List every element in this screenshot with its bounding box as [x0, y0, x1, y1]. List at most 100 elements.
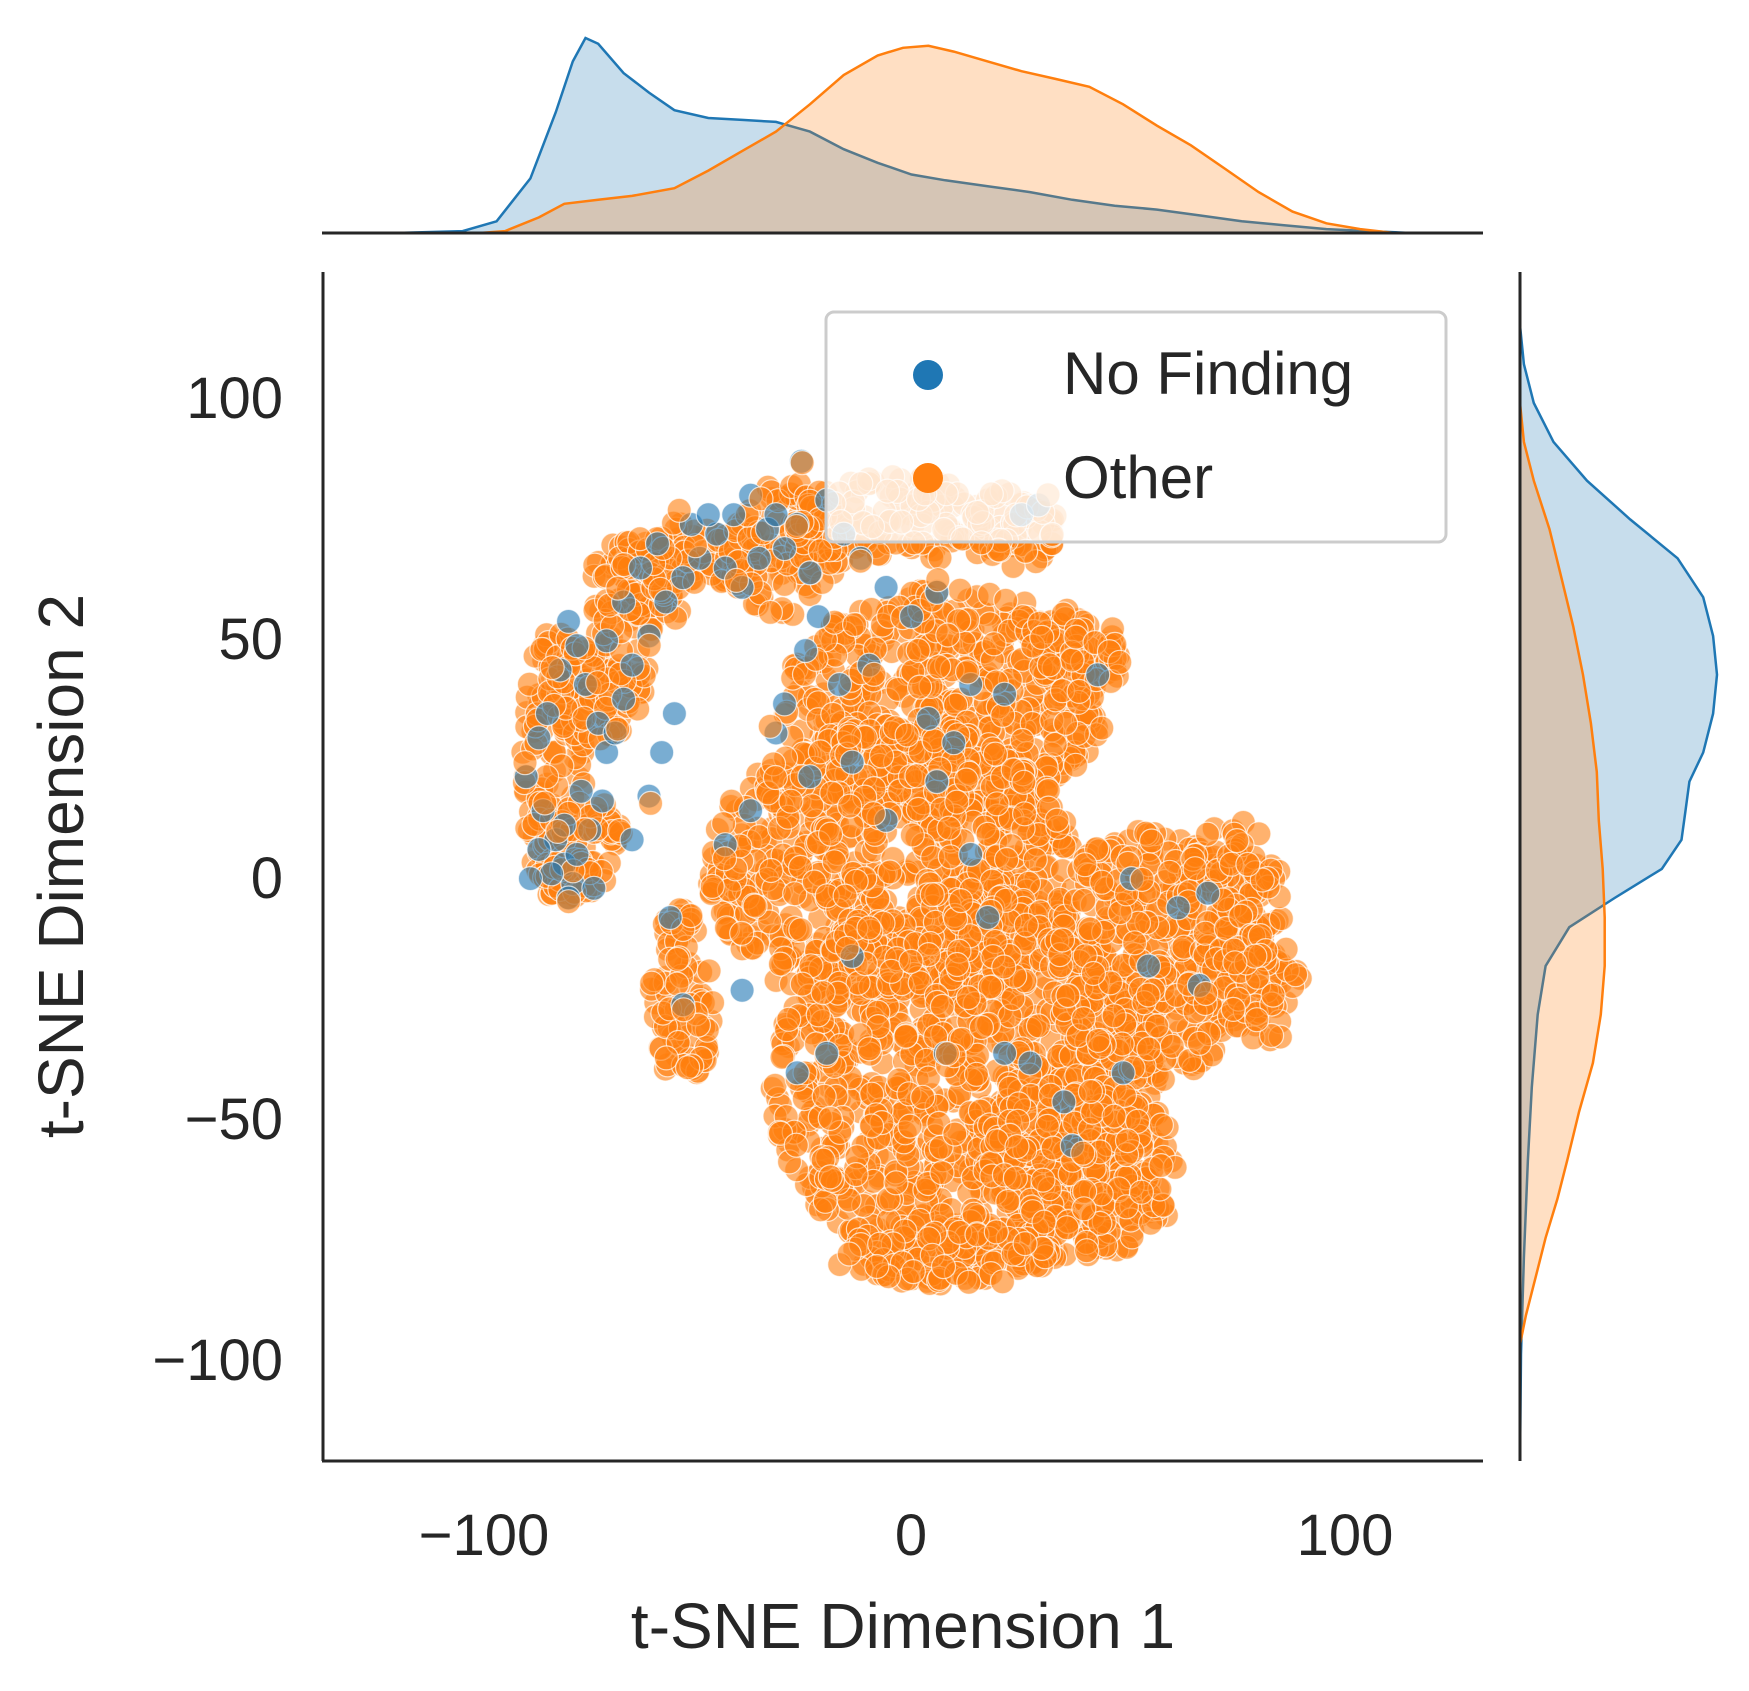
scatter-point-no-finding	[568, 778, 594, 804]
scatter-point-other	[995, 1188, 1021, 1215]
scatter-point-other	[929, 993, 956, 1020]
y-tick-label: −100	[152, 1328, 283, 1393]
scatter-point-no-finding	[534, 700, 561, 727]
scatter-point-other	[836, 793, 863, 819]
scatter-point-other	[807, 739, 833, 765]
scatter-point-no-finding	[695, 502, 721, 528]
scatter-point-other	[1101, 1003, 1127, 1029]
scatter-point-other	[936, 815, 962, 841]
scatter-point-no-finding	[670, 565, 696, 591]
scatter-point-no-finding	[1017, 1050, 1043, 1076]
scatter-point-no-finding	[610, 686, 637, 712]
scatter-point-other	[864, 1253, 890, 1280]
scatter-point-no-finding	[1085, 662, 1111, 688]
scatter-point-no-finding	[737, 798, 764, 824]
scatter-point-other	[1268, 905, 1295, 932]
scatter-point-other	[948, 887, 974, 914]
scatter-point-other	[1070, 1140, 1096, 1166]
scatter-point-other	[811, 1083, 837, 1109]
scatter-point-other	[1085, 1027, 1111, 1054]
scatter-point-other	[666, 497, 692, 523]
scatter-point-other	[807, 538, 833, 564]
kde-y-other-area	[1520, 403, 1605, 1345]
scatter-point-other	[1073, 1238, 1100, 1264]
scatter-point-other	[883, 1170, 909, 1196]
scatter-point-other	[1055, 982, 1081, 1009]
scatter-point-other	[975, 821, 1001, 847]
scatter-point-other	[696, 958, 722, 984]
scatter-point-other	[836, 1241, 862, 1267]
scatter-point-no-finding	[517, 865, 544, 892]
scatter-point-other	[982, 741, 1009, 767]
scatter-point-other	[742, 893, 768, 919]
scatter-point-other	[670, 997, 697, 1023]
scatter-point-no-finding	[746, 545, 772, 571]
scatter-point-other	[1034, 1113, 1060, 1140]
scatter-point-other	[947, 577, 973, 603]
scatter-point-no-finding	[975, 904, 1001, 931]
scatter-point-other	[762, 764, 789, 791]
scatter-point-other	[1235, 851, 1261, 878]
scatter-point-other	[757, 713, 783, 739]
scatter-point-other	[729, 920, 755, 946]
scatter-point-no-finding	[1195, 880, 1221, 906]
scatter-point-other	[841, 611, 868, 638]
y-axis-label: t-SNE Dimension 2	[25, 594, 97, 1138]
kde-x-no-finding-area	[395, 38, 1411, 233]
scatter-point-other	[926, 654, 952, 680]
scatter-point-other	[963, 1061, 990, 1087]
scatter-point-other	[1077, 1078, 1104, 1105]
scatter-point-other	[1044, 807, 1070, 833]
scatter-point-other	[636, 632, 662, 659]
kde-y-other-line	[1518, 402, 1606, 1345]
scatter-point-other	[783, 513, 810, 540]
scatter-point-other	[868, 743, 895, 769]
scatter-point-no-finding	[657, 904, 683, 931]
scatter-point-other	[1011, 769, 1037, 795]
y-tick-label: 100	[186, 366, 283, 431]
scatter-point-other	[934, 1041, 961, 1067]
scatter-point-no-finding	[649, 739, 675, 766]
scatter-point-other	[723, 567, 750, 594]
scatter-point-other	[856, 1036, 882, 1062]
scatter-point-other	[1070, 1005, 1097, 1032]
scatter-point-other	[1030, 1167, 1056, 1193]
kde-x-no-finding-line	[394, 36, 1412, 235]
scatter-point-no-finding	[1110, 1060, 1136, 1086]
x-tick-label: 100	[1297, 1503, 1394, 1568]
scatter-point-other	[981, 631, 1007, 657]
scatter-point-no-finding	[1165, 895, 1191, 921]
scatter-point-other	[984, 791, 1010, 817]
scatter-point-no-finding	[729, 977, 755, 1003]
scatter-point-other	[1011, 801, 1038, 827]
scatter-point-other	[1012, 1230, 1038, 1257]
legend: No Finding Other	[824, 310, 1448, 544]
scatter-point-other	[1009, 727, 1035, 754]
scatter-point-other	[1072, 852, 1098, 878]
scatter-point-other	[637, 790, 664, 817]
scatter-point-other	[1220, 996, 1246, 1023]
scatter-point-other	[1029, 624, 1055, 651]
legend-marker-no-finding	[913, 360, 943, 390]
scatter-point-other	[532, 790, 558, 816]
x-tick-label: −100	[419, 1503, 550, 1568]
scatter-point-other	[1138, 828, 1165, 854]
scatter-point-other	[1002, 1165, 1029, 1191]
scatter-point-no-finding	[958, 841, 984, 868]
scatter-point-other	[968, 1014, 995, 1041]
scatter-point-no-finding	[1135, 953, 1162, 979]
scatter-point-other	[1042, 731, 1068, 758]
scatter-point-no-finding	[784, 1060, 810, 1086]
kde-x-other-line	[479, 44, 1395, 235]
scatter-point-other	[910, 1084, 936, 1110]
scatter-point-other	[767, 951, 794, 977]
scatter-point-other	[867, 1231, 893, 1257]
scatter-point-other	[858, 1113, 885, 1139]
scatter-point-no-finding	[555, 608, 582, 635]
scatter-point-no-finding	[839, 749, 865, 775]
scatter-point-no-finding	[589, 788, 616, 814]
y-tick-label: 0	[251, 846, 283, 911]
kde-y-no-finding-line	[1518, 325, 1719, 1462]
scatter-point-other	[1148, 1112, 1175, 1138]
scatter-point-other	[1066, 678, 1092, 705]
